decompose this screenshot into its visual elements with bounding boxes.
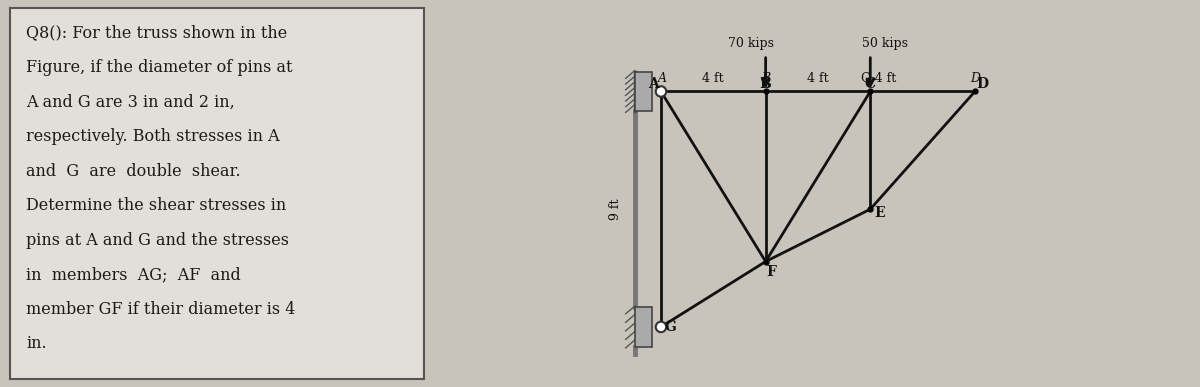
Text: A and G are 3 in and 2 in,: A and G are 3 in and 2 in, xyxy=(26,94,235,111)
Text: G: G xyxy=(664,320,676,334)
Bar xyxy=(635,72,652,111)
Circle shape xyxy=(655,322,666,332)
Text: respectively. Both stresses in A: respectively. Both stresses in A xyxy=(26,128,280,145)
Text: A: A xyxy=(658,72,667,84)
Text: D: D xyxy=(977,77,989,91)
Circle shape xyxy=(655,86,666,97)
Text: Determine the shear stresses in: Determine the shear stresses in xyxy=(26,197,287,214)
Text: F: F xyxy=(766,265,776,279)
Text: in  members  AG;  AF  and: in members AG; AF and xyxy=(26,266,241,283)
Text: Figure, if the diameter of pins at: Figure, if the diameter of pins at xyxy=(26,59,293,76)
Text: E: E xyxy=(874,206,884,220)
Text: 4 ft: 4 ft xyxy=(702,72,724,84)
Text: A: A xyxy=(648,77,659,91)
Text: 50 kips: 50 kips xyxy=(862,37,907,50)
Text: Q8(): For the truss shown in the: Q8(): For the truss shown in the xyxy=(26,24,288,41)
Text: B: B xyxy=(761,72,770,84)
Text: and  G  are  double  shear.: and G are double shear. xyxy=(26,163,241,180)
Text: 4 ft: 4 ft xyxy=(808,72,829,84)
Text: C: C xyxy=(865,77,876,91)
Text: B: B xyxy=(760,77,772,91)
Bar xyxy=(635,307,652,346)
Text: D: D xyxy=(970,72,980,84)
Text: C 4 ft: C 4 ft xyxy=(860,72,895,84)
Text: in.: in. xyxy=(26,336,47,353)
Text: 70 kips: 70 kips xyxy=(728,37,774,50)
Text: pins at A and G and the stresses: pins at A and G and the stresses xyxy=(26,232,289,249)
Text: member GF if their diameter is 4: member GF if their diameter is 4 xyxy=(26,301,295,318)
Text: 9 ft: 9 ft xyxy=(608,199,622,220)
